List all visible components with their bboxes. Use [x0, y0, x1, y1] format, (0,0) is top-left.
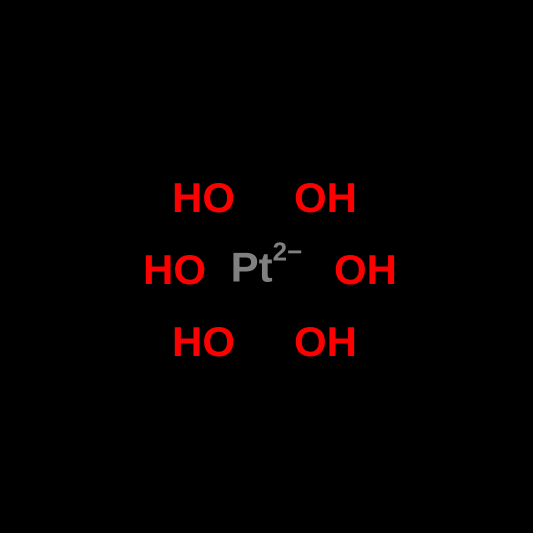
hydroxyl-mid-left: HO — [143, 246, 206, 294]
element-symbol: Pt — [231, 243, 273, 290]
molecule-diagram: HO OH HO Pt2− OH HO OH — [0, 0, 533, 533]
hydroxyl-bot-right: OH — [294, 318, 357, 366]
hydroxyl-top-left: HO — [172, 174, 235, 222]
hydroxyl-bot-left: HO — [172, 318, 235, 366]
charge-label: 2− — [273, 236, 303, 266]
hydroxyl-mid-right: OH — [334, 246, 397, 294]
hydroxyl-top-right: OH — [294, 174, 357, 222]
center-atom-platinum: Pt2− — [231, 242, 303, 291]
